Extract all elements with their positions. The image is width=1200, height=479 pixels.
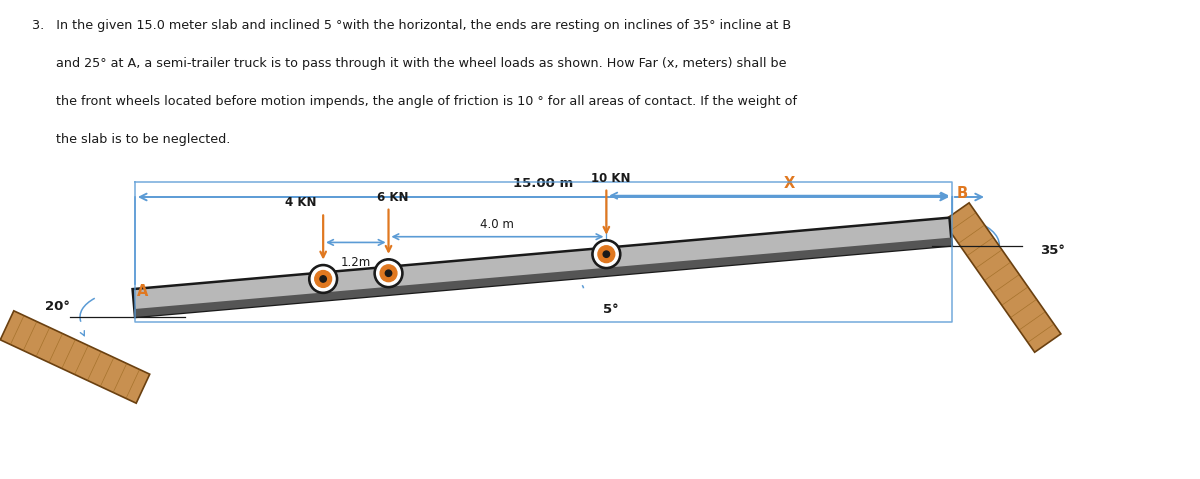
Polygon shape [132,217,952,317]
Text: 5°: 5° [604,303,619,316]
Text: X: X [784,176,794,191]
Circle shape [377,262,401,285]
Circle shape [308,264,337,294]
Text: the slab is to be neglected.: the slab is to be neglected. [32,133,230,146]
Circle shape [374,259,403,288]
Circle shape [311,267,335,291]
Text: 6 KN: 6 KN [377,191,408,204]
Text: 15.00 m: 15.00 m [514,177,574,190]
Circle shape [604,251,610,257]
Circle shape [380,265,397,282]
Text: 10 KN: 10 KN [590,171,630,185]
Circle shape [385,270,391,276]
Circle shape [314,271,331,287]
Text: A: A [137,284,149,299]
Text: the front wheels located before motion impends, the angle of friction is 10 ° fo: the front wheels located before motion i… [32,95,797,108]
Text: B: B [956,185,968,201]
Text: 3.   In the given 15.0 meter slab and inclined 5 °with the horizontal, the ends : 3. In the given 15.0 meter slab and incl… [32,19,791,32]
Text: 35°: 35° [1040,244,1064,257]
Polygon shape [134,238,952,317]
Polygon shape [943,203,1061,352]
Circle shape [320,276,326,282]
Text: 20°: 20° [44,300,70,313]
Circle shape [598,246,614,262]
Text: 4.0 m: 4.0 m [480,218,515,231]
Text: and 25° at A, a semi-trailer truck is to pass through it with the wheel loads as: and 25° at A, a semi-trailer truck is to… [32,57,786,70]
Circle shape [592,240,620,269]
Polygon shape [0,311,150,403]
Circle shape [594,242,618,266]
Text: 4 KN: 4 KN [286,196,317,209]
Text: 1.2m: 1.2m [341,256,371,269]
